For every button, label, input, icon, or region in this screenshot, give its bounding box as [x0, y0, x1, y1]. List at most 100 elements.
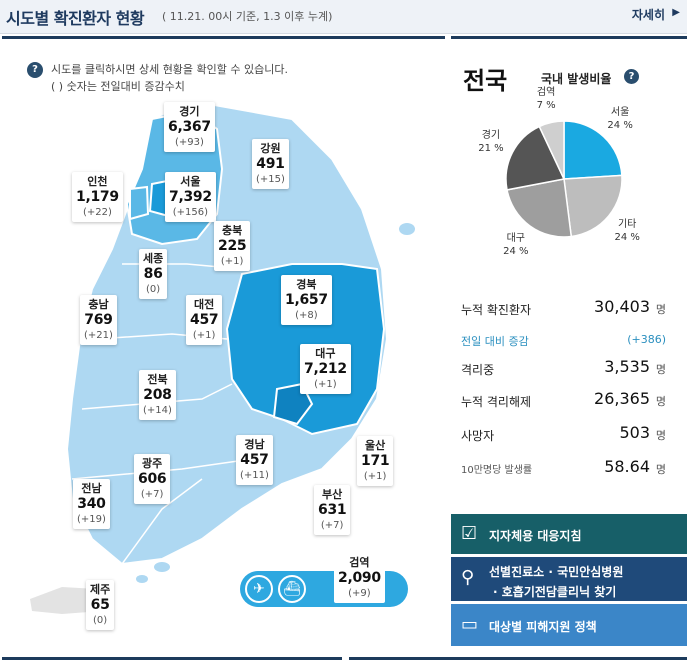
notice-line2: ( ) 숫자는 전일대비 증감수치: [51, 80, 185, 93]
region-gyeongnam[interactable]: 경남 457 (+11): [236, 435, 273, 485]
region-sejong[interactable]: 세종 86 (0): [139, 249, 168, 299]
national-title: 전국: [463, 67, 508, 95]
region-name: 경북: [296, 278, 317, 291]
region-count: 631: [318, 502, 347, 518]
stat-row: 누적 확진환자 30,403 명: [461, 297, 666, 319]
region-gyeonggi[interactable]: 경기 6,367 (+93): [164, 102, 215, 152]
stat-label: 10만명당 발생률: [461, 465, 533, 476]
document-check-icon: ☑: [461, 523, 478, 544]
region-diff: (0): [93, 615, 108, 626]
region-count: 606: [138, 471, 167, 487]
notice-line1: 시도를 클릭하시면 상세 현황을 확인할 수 있습니다.: [51, 63, 288, 76]
region-name: 대구: [315, 347, 336, 360]
region-diff: (0): [146, 284, 161, 295]
pie-slice-0: [563, 120, 623, 180]
region-name: 전북: [147, 373, 168, 386]
region-name: 서울: [180, 175, 201, 188]
stat-value: 58.64: [604, 457, 650, 476]
local-guideline-button[interactable]: ☑ 지자체용 대응지침: [451, 514, 687, 554]
stat-row: 10만명당 발생률 58.64 명: [461, 457, 666, 479]
region-incheon[interactable]: 인천 1,179 (+22): [72, 172, 123, 222]
region-count: 208: [143, 387, 172, 403]
region-name: 부산: [322, 488, 343, 501]
region-diff: (+93): [174, 137, 204, 148]
stat-row: 사망자 503 명: [461, 423, 666, 445]
region-gyeongbuk[interactable]: 경북 1,657 (+8): [281, 275, 332, 325]
region-jeju[interactable]: 제주 65 (0): [86, 580, 115, 630]
airplane-icon[interactable]: ✈: [245, 575, 273, 603]
region-name: 충북: [222, 224, 243, 237]
national-stats-panel: 전국 국내 발생비율 ? 서울 24 % 기타 24 % 대구 24 % 경기 21 % 검역 7…: [451, 36, 687, 506]
region-count: 457: [240, 452, 269, 468]
region-name: 검역: [349, 556, 370, 569]
region-ulsan[interactable]: 울산 171 (+1): [357, 436, 394, 486]
region-diff: (+14): [143, 405, 172, 416]
clinic-finder-button[interactable]: ⚲ 선별진료소 · 국민안심병원 · 호흡기전담클리닉 찾기: [451, 557, 687, 601]
region-name: 광주: [142, 457, 163, 470]
region-diff: (+1): [220, 256, 244, 267]
region-daejeon[interactable]: 대전 457 (+1): [186, 295, 223, 345]
location-pin-icon: ⚲: [461, 567, 475, 588]
region-name: 경기: [179, 105, 200, 118]
pie-label-value: 24 %: [614, 232, 640, 244]
region-name: 충남: [88, 298, 109, 311]
region-name: 인천: [87, 175, 108, 188]
pie-label-name: 서울: [610, 107, 630, 119]
header: 시도별 확진환자 현황 ( 11.21. 00시 기준, 1.3 이후 누계) …: [0, 0, 687, 34]
stat-label: 누적 격리해제: [461, 395, 532, 409]
region-diff: (+22): [82, 207, 112, 218]
region-diff: (+156): [172, 207, 209, 218]
stat-value: 30,403: [594, 297, 650, 316]
ship-icon[interactable]: ⛴: [278, 575, 306, 603]
question-icon[interactable]: ?: [624, 69, 639, 84]
map-incheon: [129, 185, 150, 221]
region-count: 491: [256, 156, 285, 172]
region-jeonbuk[interactable]: 전북 208 (+14): [139, 370, 176, 420]
stat-unit: 명: [655, 395, 666, 408]
pie-label-value: 7 %: [536, 99, 556, 111]
region-count: 65: [90, 597, 110, 613]
folder-icon: ▭: [461, 614, 479, 635]
region-chungbuk[interactable]: 충북 225 (+1): [214, 221, 251, 271]
region-seoul[interactable]: 서울 7,392 (+156): [165, 172, 216, 222]
more-link[interactable]: 자세히: [631, 8, 665, 22]
region-chungnam[interactable]: 충남 769 (+21): [80, 295, 117, 345]
bottom-panel-left: [2, 657, 342, 665]
region-diff: (+1): [314, 379, 337, 390]
region-jeonnam[interactable]: 전남 340 (+19): [73, 479, 110, 529]
ratio-pie-chart: [505, 120, 623, 238]
page-title: 시도별 확진환자 현황: [6, 9, 145, 28]
region-diff: (+1): [363, 471, 387, 482]
region-diff: (+7): [140, 489, 164, 500]
stat-row: 격리중 3,535 명: [461, 357, 666, 379]
region-name: 강원: [260, 142, 281, 155]
stat-value: 26,365: [594, 389, 650, 408]
region-count: 171: [361, 453, 390, 469]
support-policy-button[interactable]: ▭ 대상별 피해지원 정책: [451, 604, 687, 646]
chevron-right-icon[interactable]: ▶: [672, 7, 680, 18]
region-name: 전남: [81, 482, 102, 495]
region-airport[interactable]: 검역 2,090 (+9): [334, 553, 385, 603]
pie-slice-4: [538, 120, 565, 180]
stat-unit: 명: [655, 463, 666, 476]
region-gwangju[interactable]: 광주 606 (+7): [134, 454, 171, 504]
region-count: 1,657: [285, 292, 328, 308]
stat-label: 누적 확진환자: [461, 303, 532, 317]
local-guideline-label: 지자체용 대응지침: [489, 529, 582, 543]
region-busan[interactable]: 부산 631 (+7): [314, 485, 351, 535]
pie-slice-2: [506, 178, 573, 238]
pie-label-3: 경기 21 %: [469, 129, 513, 155]
pie-label-4: 검역 7 %: [524, 86, 568, 112]
stat-unit: 명: [655, 429, 666, 442]
stat-value: (+386): [627, 333, 666, 346]
region-count: 340: [77, 496, 106, 512]
pie-slice-3: [505, 125, 566, 191]
region-count: 457: [190, 312, 219, 328]
region-daegu[interactable]: 대구 7,212 (+1): [300, 344, 351, 394]
region-diff: (+1): [192, 330, 216, 341]
region-name: 세종: [143, 252, 164, 265]
stat-unit: 명: [655, 303, 666, 316]
region-diff: (+21): [84, 330, 113, 341]
region-gangwon[interactable]: 강원 491 (+15): [252, 139, 289, 189]
region-count: 2,090: [338, 570, 381, 586]
